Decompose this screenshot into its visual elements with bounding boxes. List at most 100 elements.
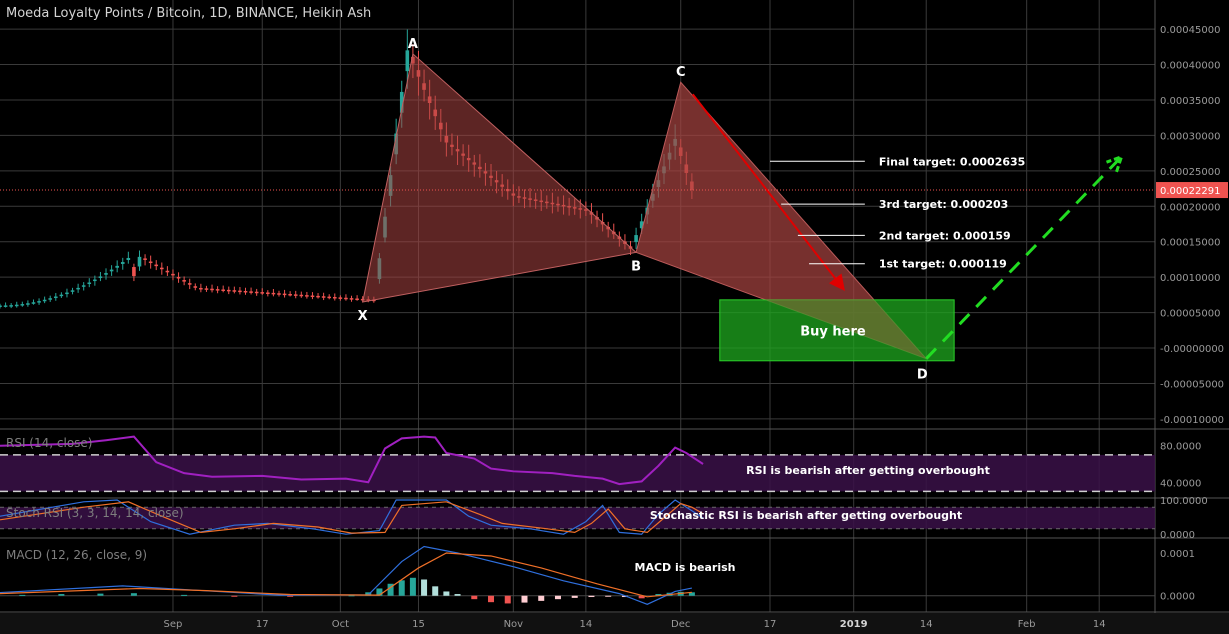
price-axis-label: 0.00010000 xyxy=(1160,273,1220,284)
macd-histogram-bar xyxy=(376,588,383,596)
candle-body xyxy=(221,289,225,291)
candle-body xyxy=(305,295,309,297)
pattern-point-b: B xyxy=(631,259,641,274)
candle-body xyxy=(243,290,248,293)
candle-body xyxy=(48,298,53,300)
macd-histogram-bar xyxy=(588,595,595,598)
price-axis-label: 0.00015000 xyxy=(1160,238,1220,249)
candle-body xyxy=(232,290,237,292)
macd-histogram-bar xyxy=(130,593,137,596)
pattern-point-c: C xyxy=(676,65,686,80)
macd-annotation: MACD is bearish xyxy=(635,561,736,574)
macd-histogram-bar xyxy=(287,595,294,597)
candle-body xyxy=(193,286,198,288)
macd-histogram-bar xyxy=(348,595,355,597)
candle-body xyxy=(65,292,69,295)
macd-histogram-bar xyxy=(538,595,545,601)
candle-body xyxy=(344,297,348,300)
pattern-point-x: X xyxy=(358,309,368,324)
stoch-axis-label: 100.0000 xyxy=(1160,496,1208,507)
candle-body xyxy=(126,257,131,261)
candle-body xyxy=(282,293,287,296)
time-axis-label: Oct xyxy=(332,619,349,630)
rsi-axis-label: 80.0000 xyxy=(1160,442,1201,453)
buy-zone-label: Buy here xyxy=(800,324,866,339)
candle-body xyxy=(70,290,75,292)
candle-body xyxy=(42,299,47,302)
candle-body xyxy=(182,280,186,282)
candle-body xyxy=(154,264,159,267)
price-axis-label: 0.00025000 xyxy=(1160,167,1220,178)
time-axis-label: Nov xyxy=(504,619,524,630)
candle-body xyxy=(148,261,153,264)
macd-title: MACD (12, 26, close, 9) xyxy=(6,548,148,562)
candle-body xyxy=(634,235,638,242)
candle-body xyxy=(137,256,142,267)
price-axis-label: -0.00010000 xyxy=(1160,415,1224,426)
macd-histogram-bar xyxy=(688,592,695,596)
macd-histogram-bar xyxy=(443,591,450,596)
time-axis-label: Sep xyxy=(164,619,183,630)
rsi-line xyxy=(0,435,704,486)
candle-body xyxy=(277,293,281,295)
macd-histogram-bar xyxy=(58,594,65,596)
macd-histogram-bar xyxy=(554,595,561,600)
current-price-label: 0.00022291 xyxy=(1160,186,1220,197)
pattern-triangle-overlay xyxy=(636,82,927,359)
candle-body xyxy=(349,298,354,300)
pattern-point-a: A xyxy=(408,37,418,52)
macd-histogram-bar xyxy=(638,595,645,599)
target-label: Final target: 0.0002635 xyxy=(879,155,1025,168)
price-axis-label: 0.00040000 xyxy=(1160,61,1220,72)
macd-histogram-bar xyxy=(432,586,439,596)
macd-histogram-bar xyxy=(488,595,495,603)
macd-histogram-bar xyxy=(97,593,104,596)
candle-body xyxy=(271,292,276,295)
forecast-arrowhead xyxy=(1105,154,1124,173)
rsi-annotation: RSI is bearish after getting overbought xyxy=(746,464,990,477)
candle-body xyxy=(238,290,242,293)
candle-body xyxy=(249,291,253,293)
candle-body xyxy=(316,295,320,298)
stoch-k-line xyxy=(0,499,704,535)
macd-histogram-bar xyxy=(571,595,578,598)
stoch-axis-label: 0.0000 xyxy=(1160,530,1195,541)
candle-body xyxy=(338,297,343,299)
candle-body xyxy=(321,296,326,298)
candle-body xyxy=(210,288,214,291)
candle-body xyxy=(81,285,86,287)
macd-histogram-bar xyxy=(19,594,26,596)
candle-body xyxy=(87,282,92,285)
price-axis-label: 0.00045000 xyxy=(1160,25,1220,36)
macd-histogram-bar xyxy=(655,594,662,596)
candle-body xyxy=(109,269,114,272)
macd-axis-label: 0.0001 xyxy=(1160,549,1195,560)
time-axis-label: 14 xyxy=(1093,619,1106,630)
macd-histogram-bar xyxy=(181,594,188,596)
current-price-badge xyxy=(1156,182,1228,199)
candle-body xyxy=(76,287,80,290)
target-arrow xyxy=(691,93,845,291)
macd-histogram-bar xyxy=(454,594,461,596)
candle-body xyxy=(120,262,125,264)
macd-histogram-bar xyxy=(471,595,478,600)
candle-body xyxy=(399,91,404,113)
time-axis-label: 17 xyxy=(764,619,777,630)
macd-histogram-bar xyxy=(421,579,428,596)
rsi-title: RSI (14, close) xyxy=(6,436,93,450)
macd-axis-label: 0.0000 xyxy=(1160,592,1195,603)
time-axis-label: Dec xyxy=(671,619,690,630)
time-axis-label: 17 xyxy=(256,619,269,630)
macd-signal-line xyxy=(0,552,692,598)
macd-histogram-bar xyxy=(605,595,612,597)
candle-body xyxy=(293,294,298,296)
pattern-triangle-xab xyxy=(362,52,638,303)
candle-body xyxy=(3,305,8,307)
macd-histogram-bar xyxy=(398,580,405,596)
candle-body xyxy=(31,302,36,304)
target-label: 2nd target: 0.000159 xyxy=(879,229,1011,242)
candle-body xyxy=(327,296,332,299)
price-axis-label: -0.00005000 xyxy=(1160,379,1224,390)
